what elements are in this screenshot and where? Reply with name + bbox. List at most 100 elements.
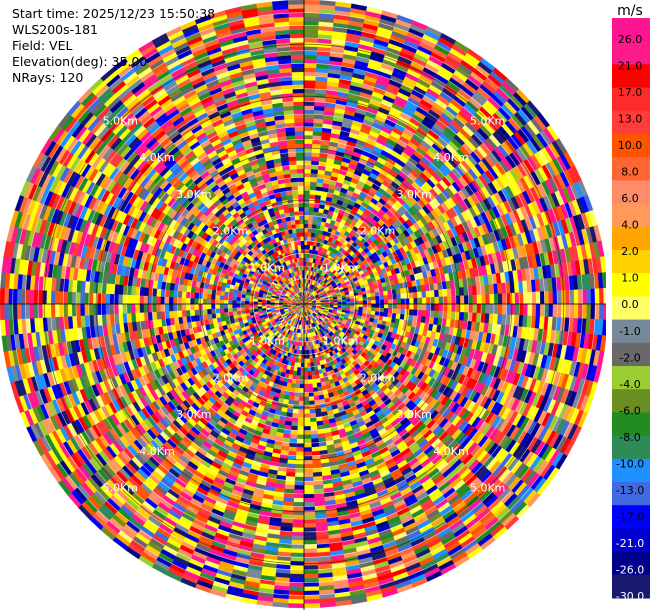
- ppi-gate-cell: [303, 105, 315, 111]
- ppi-gate-cell: [303, 210, 310, 216]
- ppi-gate-cell: [303, 223, 309, 229]
- ppi-gate-cell: [303, 113, 315, 119]
- ppi-gate-cell: [303, 80, 316, 85]
- ppi-gate-cell: [303, 464, 313, 469]
- ppi-gate-cell: [577, 303, 583, 319]
- ppi-gate-cell: [307, 223, 313, 229]
- ppi-gate-cell: [303, 480, 314, 486]
- ppi-gate-cell: [290, 556, 305, 562]
- ppi-gate-cell: [297, 426, 305, 431]
- ppi-gate-cell: [303, 388, 309, 393]
- ppi-gate-cell: [293, 493, 305, 499]
- ppi-gate-cell: [303, 527, 317, 533]
- ppi-gate-cell: [293, 497, 305, 503]
- ppi-gate-cell: [408, 292, 414, 299]
- ppi-gate-cell: [518, 303, 524, 316]
- ppi-gate-cell: [358, 303, 364, 308]
- ppi-gate-cell: [489, 293, 495, 305]
- ppi-gate-cell: [298, 400, 305, 406]
- ppi-gate-cell: [485, 294, 490, 305]
- ppi-gate-cell: [303, 84, 316, 90]
- ppi-gate-cell: [396, 298, 402, 305]
- ppi-gate-cell: [383, 303, 389, 309]
- ppi-gate-cell: [303, 202, 310, 208]
- ppi-gate-cell: [303, 371, 308, 376]
- ppi-gate-cell: [371, 307, 376, 312]
- ppi-gate-cell: [375, 295, 381, 301]
- ppi-gate-cell: [295, 464, 305, 469]
- ppi-gate-cell: [303, 54, 318, 60]
- ppi-gate-cell: [480, 294, 486, 305]
- ppi-gate-cell: [379, 299, 385, 305]
- ppi-gate-cell: [459, 295, 465, 305]
- ppi-gate-cell: [306, 362, 311, 368]
- ppi-gate-cell: [294, 485, 305, 490]
- ppi-gate-cell: [489, 303, 495, 315]
- ppi-gate-cell: [396, 293, 402, 300]
- ppi-gate-cell: [303, 12, 320, 18]
- ppi-gate-cell: [438, 296, 444, 305]
- ppi-gate-cell: [350, 301, 355, 305]
- ppi-gate-cell: [303, 4, 320, 9]
- ppi-gate-cell: [447, 303, 452, 312]
- ppi-gate-cell: [303, 535, 317, 541]
- ppi-gate-cell: [295, 468, 305, 474]
- ppi-gate-cell: [309, 417, 317, 423]
- ppi-gate-cell: [288, 594, 305, 600]
- ppi-gate-cell: [442, 303, 448, 312]
- ppi-gate-cell: [287, 459, 296, 465]
- ppi-gate-cell: [354, 300, 360, 305]
- ppi-gate-cell: [291, 417, 299, 423]
- ppi-gate-cell: [303, 50, 318, 56]
- ppi-gate-cell: [409, 298, 414, 305]
- ppi-gate-cell: [303, 151, 313, 157]
- ppi-gate-cell: [297, 413, 305, 419]
- ppi-gate-cell: [300, 362, 305, 368]
- ppi-gate-cell: [413, 303, 419, 311]
- ppi-gate-cell: [379, 303, 385, 309]
- ppi-gate-cell: [306, 345, 310, 351]
- ppi-gate-cell: [434, 296, 440, 305]
- ppi-gate-cell: [305, 341, 309, 347]
- ppi-gate-cell: [388, 303, 393, 309]
- ppi-gate-cell: [307, 227, 313, 233]
- ppi-gate-cell: [434, 310, 440, 319]
- ppi-gate-cell: [308, 396, 315, 402]
- ppi-gate-cell: [303, 134, 313, 140]
- ppi-gate-cell: [599, 303, 604, 320]
- ppi-gate-cell: [299, 383, 305, 389]
- ppi-gate-cell: [300, 358, 305, 364]
- ppi-gate-cell: [375, 299, 381, 305]
- ppi-gate-cell: [400, 293, 406, 300]
- ppi-gate-cell: [303, 25, 319, 31]
- ppi-gate-cell: [388, 299, 393, 305]
- ppi-gate-cell: [303, 603, 321, 609]
- ppi-gate-cell: [409, 303, 414, 310]
- ppi-gate-cell: [303, 122, 314, 128]
- ppi-gate-cell: [303, 421, 311, 427]
- ppi-gate-cell: [303, 451, 313, 457]
- ppi-gate-cell: [586, 303, 592, 320]
- ppi-gate-cell: [531, 303, 537, 317]
- ppi-gate-cell: [417, 297, 423, 305]
- ppi-gate-cell: [303, 96, 315, 102]
- ppi-gate-cell: [354, 298, 359, 302]
- ppi-gate-cell: [303, 485, 314, 490]
- ppi-gate-cell: [556, 290, 562, 305]
- ppi-gate-cell: [535, 303, 541, 317]
- ppi-gate-cell: [303, 468, 313, 474]
- ppi-gate-cell: [298, 392, 305, 398]
- ppi-gate-cell: [552, 290, 558, 305]
- ppi-gate-cell: [303, 29, 319, 35]
- ppi-gate-cell: [303, 248, 308, 254]
- ppi-gate-cell: [350, 298, 355, 302]
- ppi-gate-cell: [548, 303, 554, 318]
- ppi-gate-cell: [502, 303, 507, 315]
- ppi-gate-cell: [303, 409, 310, 414]
- ppi-gate-cell: [292, 510, 305, 516]
- ppi-gate-cell: [296, 430, 305, 436]
- ppi-gate-cell: [297, 417, 305, 423]
- ppi-gate-cell: [434, 303, 440, 312]
- ppi-gate-cell: [292, 408, 299, 414]
- ppi-gate-cell: [289, 434, 298, 440]
